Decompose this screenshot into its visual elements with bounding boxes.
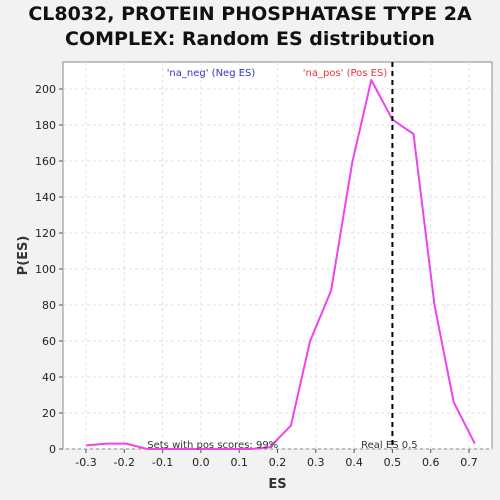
chart-title-line-2: COMPLEX: Random ES distribution bbox=[65, 28, 435, 50]
x-tick-label: -0.1 bbox=[152, 456, 173, 469]
y-tick-label: 40 bbox=[42, 371, 56, 384]
y-tick-label: 100 bbox=[35, 263, 56, 276]
y-tick-label: 200 bbox=[35, 83, 56, 96]
legend-pos-es: 'na_pos' (Pos ES) bbox=[303, 68, 388, 79]
x-tick-label: 0.2 bbox=[269, 456, 287, 469]
y-tick-label: 0 bbox=[49, 443, 56, 456]
x-tick-label: 0.0 bbox=[192, 456, 210, 469]
y-tick-label: 160 bbox=[35, 155, 56, 168]
x-tick-label: 0.6 bbox=[422, 456, 440, 469]
y-tick-label: 20 bbox=[42, 407, 56, 420]
x-tick-label: 0.4 bbox=[345, 456, 363, 469]
x-tick-label: 0.3 bbox=[307, 456, 325, 469]
chart-title: CL8032, PROTEIN PHOSPHATASE TYPE 2A COMP… bbox=[0, 2, 500, 52]
y-tick-label: 180 bbox=[35, 119, 56, 132]
pos-scores-annotation: Sets with pos scores: 99% bbox=[147, 440, 278, 451]
es-distribution-line bbox=[85, 79, 476, 450]
y-tick-label: 80 bbox=[42, 299, 56, 312]
series-layer bbox=[85, 79, 476, 450]
x-tick-label: -0.3 bbox=[75, 456, 96, 469]
x-tick-label: 0.7 bbox=[460, 456, 478, 469]
x-tick-label: -0.2 bbox=[114, 456, 135, 469]
x-axis-label: ES bbox=[268, 477, 286, 492]
x-tick-label: 0.1 bbox=[230, 456, 248, 469]
legend-neg-es: 'na_neg' (Neg ES) bbox=[167, 68, 256, 79]
y-tick-label: 140 bbox=[35, 191, 56, 204]
y-tick-label: 60 bbox=[42, 335, 56, 348]
y-tick-label: 120 bbox=[35, 227, 56, 240]
chart-title-line-1: CL8032, PROTEIN PHOSPHATASE TYPE 2A bbox=[28, 3, 472, 25]
real-es-label: Real ES 0.5 bbox=[361, 440, 417, 451]
grid bbox=[63, 62, 492, 450]
x-tick-label: 0.5 bbox=[384, 456, 402, 469]
y-axis-label: P(ES) bbox=[16, 236, 31, 276]
axis-ticks: 0 20 40 60 80 100 120 140 160 180 200 -0.3 -0.2 -0.1 0… bbox=[35, 83, 478, 469]
